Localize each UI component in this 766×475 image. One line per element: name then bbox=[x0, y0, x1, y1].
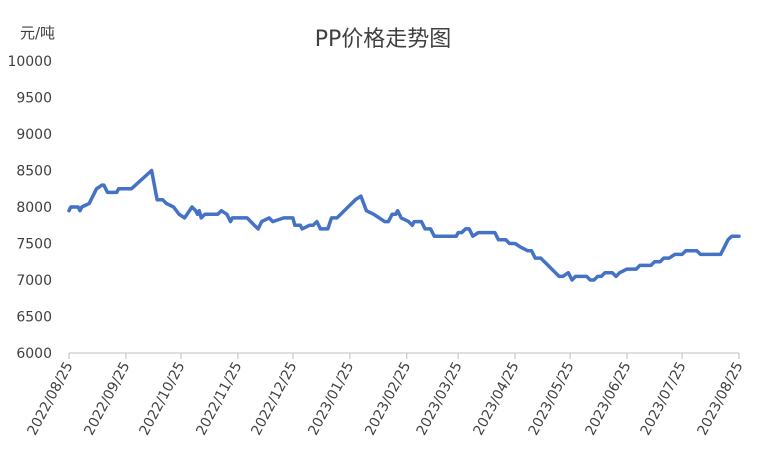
chart-title: PP价格走势图 bbox=[315, 27, 452, 52]
y-tick-label: 8000 bbox=[16, 200, 52, 216]
x-tick-label: 2023/04/25 bbox=[471, 359, 523, 438]
x-tick-label: 2023/07/25 bbox=[638, 359, 690, 438]
y-tick-label: 6500 bbox=[16, 310, 52, 326]
x-tick-label: 2023/08/25 bbox=[695, 359, 747, 438]
series-layer bbox=[67, 168, 741, 282]
x-tick-label: 2022/09/25 bbox=[81, 359, 133, 438]
x-tick-label: 2023/05/25 bbox=[526, 359, 578, 438]
series-line bbox=[67, 168, 741, 282]
x-tick-label: 2023/02/25 bbox=[362, 359, 414, 438]
y-tick-label: 9000 bbox=[16, 127, 52, 143]
x-tick-label: 2023/03/25 bbox=[414, 359, 466, 438]
y-tick-label: 9500 bbox=[16, 91, 52, 107]
x-tick-label: 2023/06/25 bbox=[583, 359, 635, 438]
y-tick-label: 6000 bbox=[16, 346, 52, 362]
x-tick-label: 2022/08/25 bbox=[25, 359, 77, 438]
x-axis: 2022/08/25 2022/09/25 2022/10/25 2022/11/25… bbox=[25, 352, 747, 438]
y-tick-label: 10000 bbox=[7, 54, 52, 70]
y-tick-label: 8500 bbox=[16, 164, 52, 180]
x-tick-label: 2022/11/25 bbox=[193, 359, 245, 438]
y-tick-label: 7500 bbox=[16, 237, 52, 253]
y-tick-label: 7000 bbox=[16, 273, 52, 289]
unit-label: 元/吨 bbox=[20, 24, 55, 42]
x-tick-label: 2022/10/25 bbox=[136, 359, 188, 438]
x-tick-label: 2022/12/25 bbox=[248, 359, 300, 438]
y-axis: 6000 6500 7000 7500 8000 8500 9000 9500 10000 bbox=[7, 54, 52, 362]
x-tick-label: 2023/01/25 bbox=[305, 359, 357, 438]
